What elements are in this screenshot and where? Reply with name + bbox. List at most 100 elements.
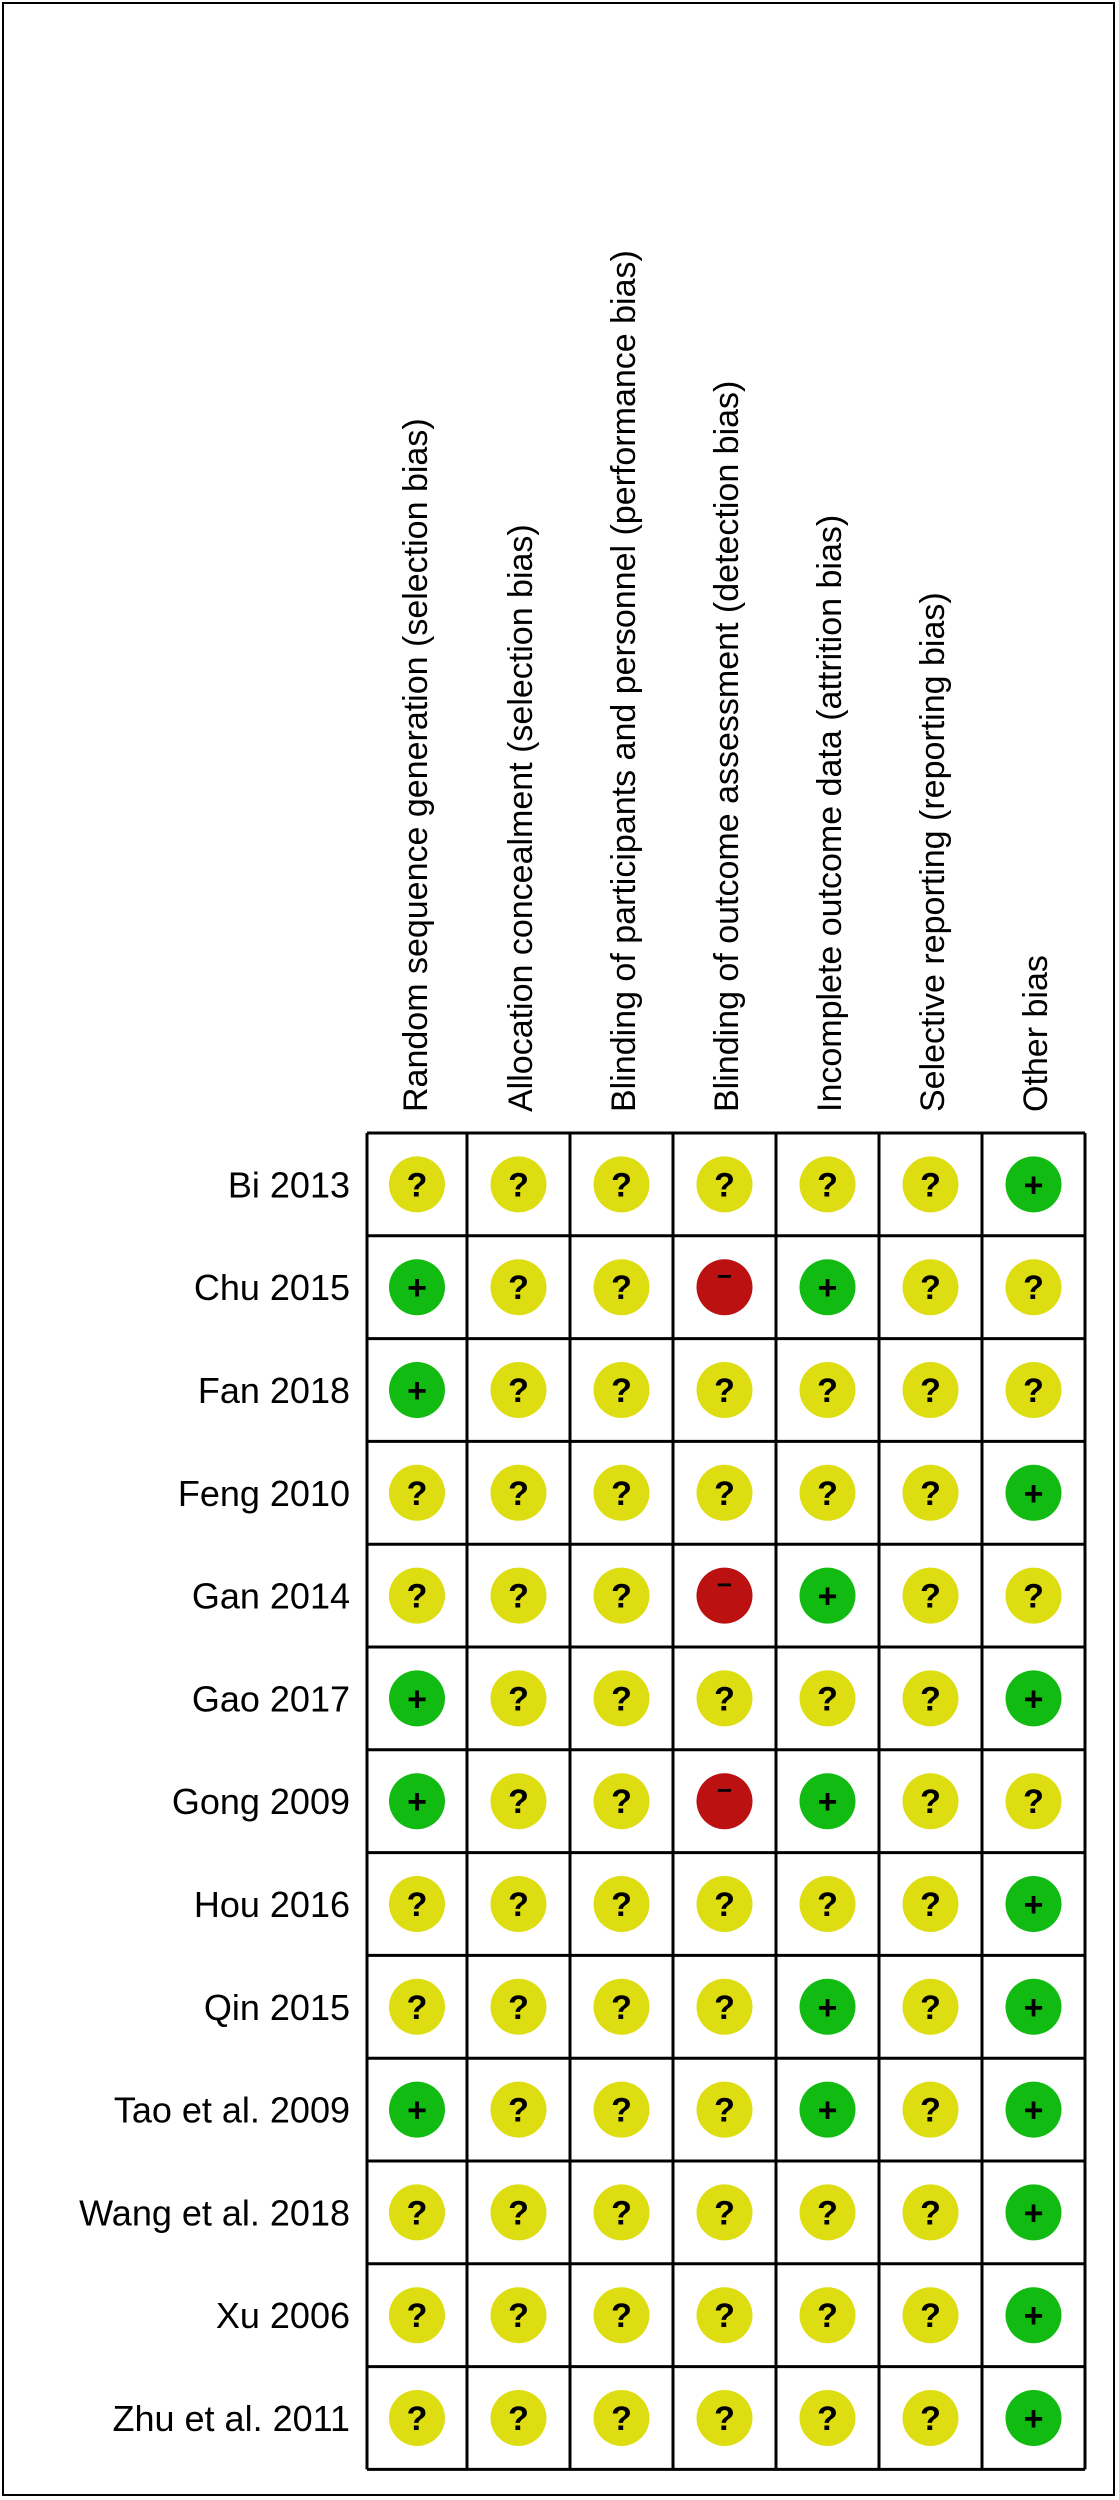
risk-symbol: ? [817, 1886, 838, 1924]
risk-symbol: ? [508, 1783, 529, 1821]
risk-symbol: ? [508, 2092, 529, 2130]
risk-symbol: ? [920, 1166, 941, 1204]
risk-circle [902, 1567, 959, 1624]
risk-circle [389, 1670, 445, 1727]
risk-symbol: − [717, 1261, 732, 1291]
unclear-risk-mark: ? [490, 1362, 547, 1418]
risk-symbol: ? [407, 1578, 428, 1616]
risk-symbol: ? [714, 1166, 735, 1204]
unclear-risk-mark: ? [490, 2184, 547, 2241]
risk-symbol: ? [920, 1372, 941, 1410]
low-risk-mark: + [799, 1978, 856, 2035]
risk-circle [696, 1259, 753, 1316]
risk-symbol: ? [611, 1783, 632, 1821]
study-label: Feng 2010 [178, 1473, 350, 1514]
unclear-risk-mark: ? [490, 1259, 547, 1316]
column-header: Blinding of outcome assessment (detectio… [708, 381, 746, 1112]
risk-symbol: ? [508, 1989, 529, 2027]
low-risk-mark: + [1005, 2184, 1062, 2241]
risk-circle [490, 1978, 547, 2035]
risk-circle [696, 1670, 753, 1727]
low-risk-mark: + [389, 1670, 445, 1727]
column-header: Random sequence generation (selection bi… [397, 418, 435, 1112]
risk-circle [799, 1259, 856, 1316]
unclear-risk-mark: ? [902, 1362, 959, 1418]
risk-circle [696, 1773, 753, 1830]
risk-symbol: + [818, 2092, 838, 2130]
risk-circle [696, 1876, 753, 1932]
risk-circle [1005, 2081, 1062, 2138]
unclear-risk-mark: ? [1005, 1259, 1062, 1316]
risk-symbol: + [407, 1783, 427, 1821]
risk-circle [696, 1362, 753, 1418]
risk-circle [389, 1156, 445, 1213]
risk-circle [389, 1259, 445, 1316]
unclear-risk-mark: ? [490, 1876, 547, 1932]
risk-circle [593, 1978, 650, 2035]
unclear-risk-mark: ? [799, 1670, 856, 1727]
study-label: Xu 2006 [216, 2295, 350, 2336]
risk-circle [593, 1773, 650, 1830]
risk-circle [389, 2390, 445, 2446]
low-risk-mark: + [799, 2081, 856, 2138]
unclear-risk-mark: ? [696, 1978, 753, 2035]
risk-circle [902, 2287, 959, 2344]
unclear-risk-mark: ? [902, 2390, 959, 2446]
high-risk-mark: − [696, 1567, 753, 1624]
unclear-risk-mark: ? [593, 1978, 650, 2035]
risk-circle [696, 2081, 753, 2138]
study-label: Gao 2017 [192, 1678, 350, 1719]
unclear-risk-mark: ? [593, 1464, 650, 1521]
risk-circle [696, 2287, 753, 2344]
unclear-risk-mark: ? [902, 2287, 959, 2344]
risk-circle [1005, 1362, 1062, 1418]
risk-circle [593, 1464, 650, 1521]
risk-symbol: ? [611, 1989, 632, 2027]
risk-circle [799, 2287, 856, 2344]
risk-symbol: ? [508, 2194, 529, 2232]
risk-circle [593, 1670, 650, 1727]
unclear-risk-mark: ? [696, 2184, 753, 2241]
unclear-risk-mark: ? [902, 1567, 959, 1624]
risk-circle [490, 1156, 547, 1213]
risk-symbol: ? [407, 1989, 428, 2027]
risk-circle [902, 1876, 959, 1932]
low-risk-mark: + [799, 1773, 856, 1830]
risk-symbol: ? [611, 1578, 632, 1616]
risk-circle [389, 2184, 445, 2241]
risk-symbol: + [407, 1372, 427, 1410]
risk-circle [490, 1567, 547, 1624]
unclear-risk-mark: ? [389, 2390, 445, 2446]
unclear-risk-mark: ? [799, 1362, 856, 1418]
risk-circle [389, 1876, 445, 1932]
risk-symbol: − [717, 1775, 732, 1805]
risk-circle [389, 2081, 445, 2138]
risk-circle [1005, 1464, 1062, 1521]
risk-circle [593, 1362, 650, 1418]
risk-circle [1005, 1670, 1062, 1727]
risk-circle [902, 1259, 959, 1316]
risk-circle [490, 2184, 547, 2241]
risk-circle [696, 1464, 753, 1521]
risk-symbol: ? [714, 1680, 735, 1718]
risk-circle [389, 1362, 445, 1418]
low-risk-mark: + [1005, 2287, 1062, 2344]
risk-circle [902, 1670, 959, 1727]
risk-symbol: ? [508, 1475, 529, 1513]
risk-symbol: ? [920, 1475, 941, 1513]
low-risk-mark: + [389, 1362, 445, 1418]
risk-symbol: ? [817, 1475, 838, 1513]
risk-symbol: ? [407, 1166, 428, 1204]
unclear-risk-mark: ? [799, 2390, 856, 2446]
unclear-risk-mark: ? [696, 2081, 753, 2138]
risk-symbol: ? [920, 2297, 941, 2335]
risk-symbol: ? [611, 2092, 632, 2130]
low-risk-mark: + [1005, 1876, 1062, 1932]
risk-symbol: ? [1023, 1783, 1044, 1821]
unclear-risk-mark: ? [799, 2184, 856, 2241]
risk-symbol: ? [611, 1166, 632, 1204]
risk-circle [490, 2390, 547, 2446]
unclear-risk-mark: ? [593, 1876, 650, 1932]
risk-circle [1005, 1156, 1062, 1213]
risk-circle [490, 1773, 547, 1830]
